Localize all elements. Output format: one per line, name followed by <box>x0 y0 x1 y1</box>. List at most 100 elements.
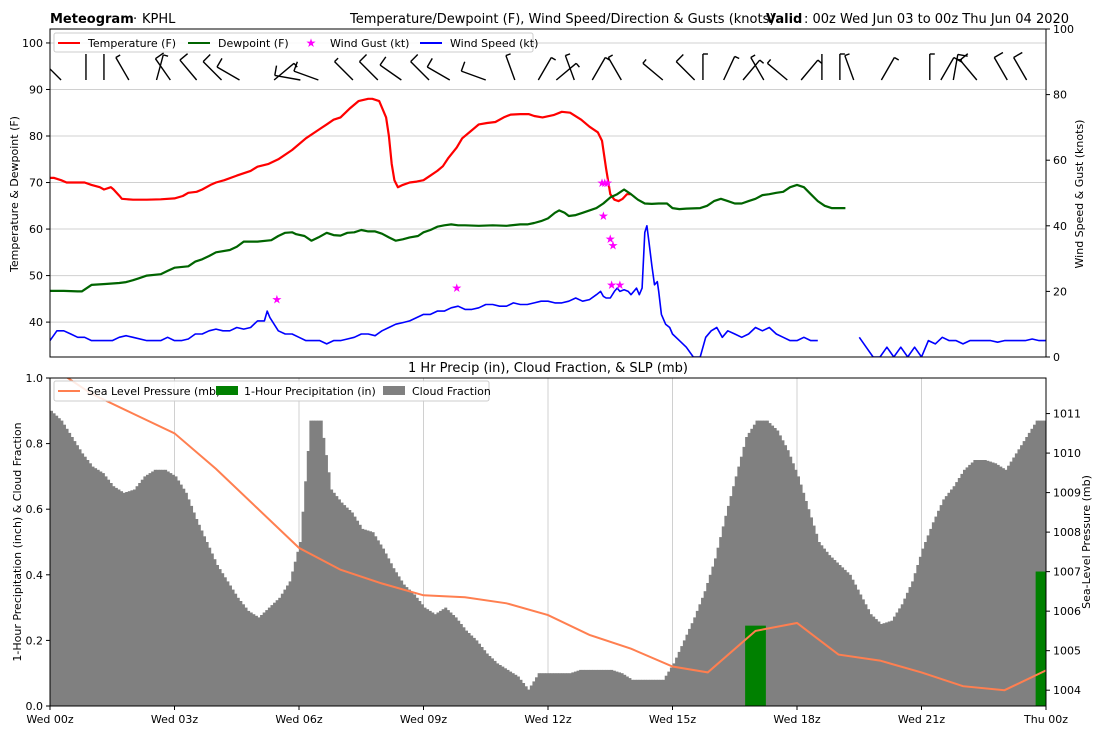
cloud-fraction-bar <box>524 686 528 706</box>
cloud-fraction-bar <box>921 548 925 706</box>
x-tick-label: Wed 09z <box>400 713 447 726</box>
cloud-fraction-bar <box>719 537 723 706</box>
cloud-fraction-bar <box>345 507 349 706</box>
legend-swatch <box>216 386 238 395</box>
cloud-fraction-bar <box>750 428 754 706</box>
wind-barb <box>675 54 696 81</box>
cloud-fraction-bar <box>86 460 90 706</box>
cloud-fraction-bar <box>726 505 730 706</box>
cloud-fraction-bar <box>428 610 432 706</box>
barb-flag <box>358 54 368 63</box>
wind-barb <box>334 57 354 81</box>
cloud-fraction-bar <box>68 432 72 706</box>
cloud-fraction-bar <box>994 463 998 706</box>
cloud-fraction-bar <box>109 483 113 706</box>
cloud-fraction-bar <box>828 555 832 706</box>
cloud-fraction-bar <box>192 512 196 706</box>
cloud-fraction-bar <box>916 565 920 706</box>
cloud-fraction-bar <box>410 592 414 706</box>
barb-half-flag <box>115 54 121 59</box>
cloud-fraction-bar <box>91 466 95 706</box>
barb-flag <box>959 53 969 61</box>
cloud-fraction-bar <box>586 669 590 706</box>
legend-swatch <box>383 386 405 395</box>
cloud-fraction-bar <box>436 612 440 706</box>
cloud-fraction-bar <box>737 466 741 706</box>
cloud-fraction-bar <box>615 671 619 706</box>
cloud-fraction-bar <box>394 572 398 706</box>
cloud-fraction-bar <box>81 453 85 706</box>
wind-barb <box>844 53 855 81</box>
cloud-fraction-bar <box>581 669 585 706</box>
cloud-fraction-bar <box>366 530 370 706</box>
x-tick-label: Wed 03z <box>151 713 198 726</box>
cloud-fraction-bar <box>867 609 871 706</box>
gust-marker: ★ <box>602 176 613 190</box>
wind-barb <box>591 56 610 81</box>
cloud-fraction-bar <box>452 615 456 706</box>
cloud-fraction-bar <box>446 610 450 706</box>
cloud-fraction-bar <box>236 597 240 706</box>
cloud-fraction-bar <box>177 480 181 706</box>
wind-line <box>858 336 1046 357</box>
cloud-fraction-bar <box>122 492 126 706</box>
cloud-fraction-bar <box>306 451 310 706</box>
legend-swatch: ★ <box>306 36 317 50</box>
cloud-fraction-bar <box>892 616 896 706</box>
cloud-fraction-bar <box>594 669 598 706</box>
cloud-fraction-bar <box>825 551 829 706</box>
cloud-fraction-bar <box>148 473 152 706</box>
cloud-fraction-bar <box>778 435 782 706</box>
cloud-fraction-bar <box>415 597 419 706</box>
cloud-fraction-bar <box>742 446 746 706</box>
wind-barb <box>155 54 169 81</box>
cloud-fraction-bar <box>781 440 785 706</box>
top-y2-tick-label: 20 <box>1053 285 1067 298</box>
cloud-fraction-bar <box>934 516 938 706</box>
cloud-fraction-bar <box>444 607 448 706</box>
cloud-fraction-bar <box>724 515 728 706</box>
cloud-fraction-bar <box>356 520 360 706</box>
cloud-fraction-bar <box>317 420 321 706</box>
wind-barb <box>216 57 240 81</box>
cloud-fraction-bar <box>701 597 705 706</box>
cloud-fraction-bar <box>439 610 443 706</box>
cloud-fraction-bar <box>413 594 417 706</box>
cloud-fraction-bar <box>812 525 816 706</box>
barb-staff <box>742 59 761 81</box>
cloud-fraction-bar <box>169 473 173 706</box>
cloud-fraction-bar <box>628 678 632 706</box>
cloud-fraction-bar <box>299 542 302 706</box>
legend-label: Wind Gust (kt) <box>330 37 409 50</box>
wind-barb <box>750 54 765 81</box>
cloud-fraction-bar <box>773 428 777 706</box>
cloud-fraction-bar <box>288 581 292 706</box>
wind-barb <box>607 54 622 81</box>
cloud-fraction-bar <box>817 542 821 706</box>
barb-half-flag <box>550 56 556 61</box>
cloud-fraction-bar <box>493 660 497 706</box>
cloud-fraction-bar <box>978 460 982 706</box>
legend-label: Dewpoint (F) <box>218 37 289 50</box>
wind-barb <box>702 53 708 80</box>
cloud-fraction-bar <box>695 610 699 706</box>
cloud-fraction-bar <box>988 461 992 706</box>
cloud-fraction-bar <box>851 579 855 706</box>
barb-staff <box>1013 57 1028 81</box>
cloud-fraction-bar <box>166 471 170 706</box>
cloud-fraction-bar <box>651 679 655 706</box>
gust-marker: ★ <box>608 238 619 252</box>
cloud-fraction-bar <box>659 679 663 706</box>
cloud-fraction-bar <box>900 604 904 706</box>
bottom-y-tick-label: 0.2 <box>26 634 44 647</box>
cloud-fraction-bar <box>205 542 209 706</box>
cloud-fraction-bar <box>529 685 533 706</box>
cloud-fraction-bar <box>830 557 834 706</box>
cloud-fraction-bar <box>480 647 484 706</box>
top-y2-axis-label: Wind Speed & Gust (knots) <box>1073 120 1086 269</box>
cloud-fraction-bar <box>483 650 487 706</box>
cloud-fraction-bar <box>872 616 876 706</box>
cloud-fraction-bar <box>848 574 852 706</box>
cloud-fraction-bar <box>506 669 510 706</box>
bottom-y2-tick-label: 1009 <box>1053 487 1081 500</box>
